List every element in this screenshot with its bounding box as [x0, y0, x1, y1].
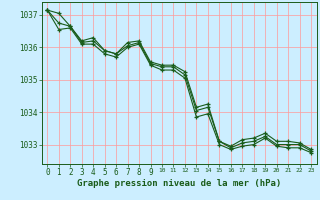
X-axis label: Graphe pression niveau de la mer (hPa): Graphe pression niveau de la mer (hPa) [77, 179, 281, 188]
